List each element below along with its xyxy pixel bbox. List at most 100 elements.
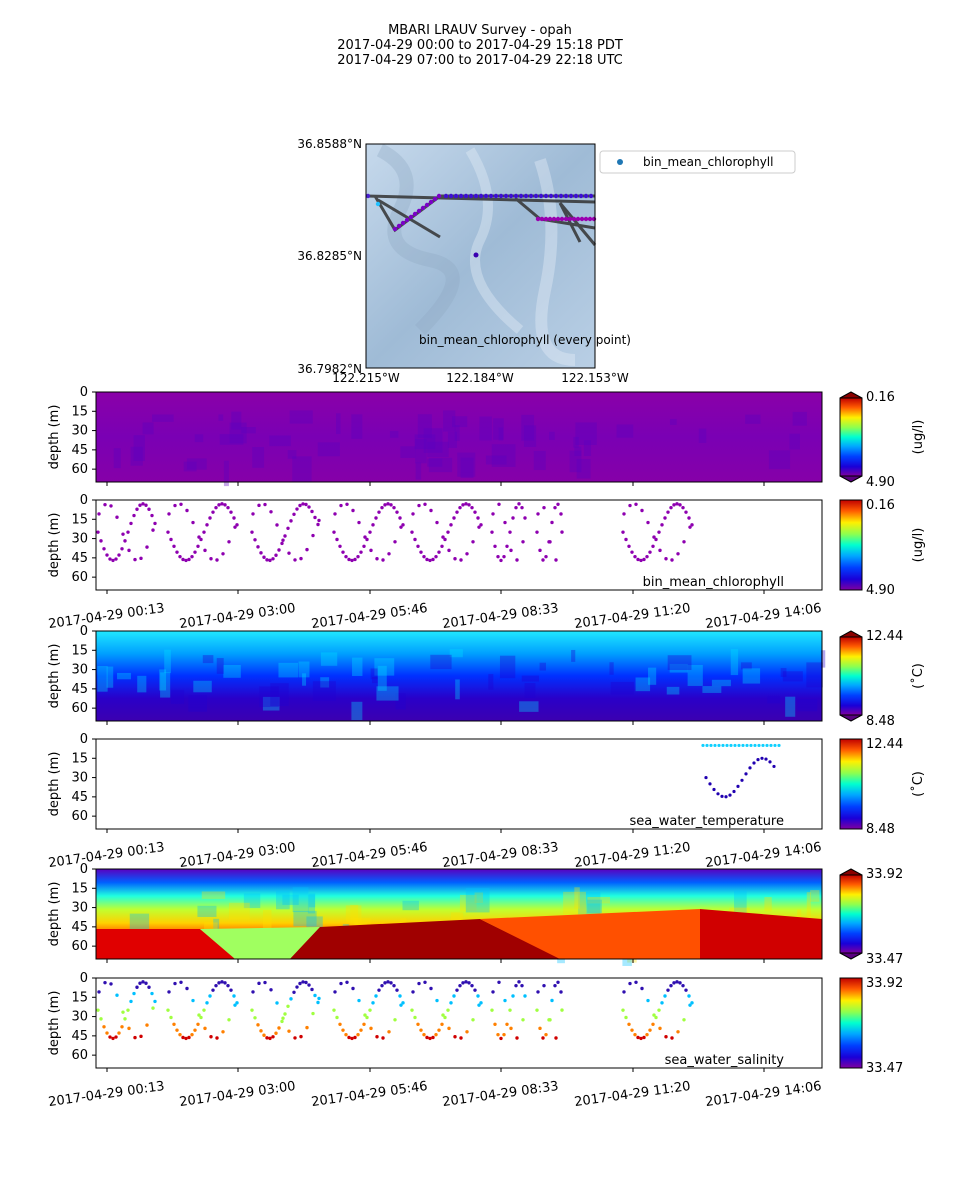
data-point <box>332 530 336 534</box>
y-tick-label: 60 <box>71 701 88 716</box>
data-point <box>362 544 366 548</box>
data-point <box>209 557 213 561</box>
heatmap-cell <box>276 890 290 910</box>
data-point <box>111 558 115 563</box>
data-point <box>642 557 646 562</box>
y-tick-label: 15 <box>71 643 88 658</box>
map-point <box>396 223 402 229</box>
heatmap-cell <box>241 427 256 434</box>
map-point <box>412 211 418 217</box>
map-point <box>428 199 434 205</box>
data-point <box>765 743 769 748</box>
data-point <box>256 1023 260 1027</box>
data-point <box>544 554 548 559</box>
data-point <box>511 516 515 520</box>
data-point <box>416 544 420 548</box>
heatmap-cell <box>223 664 241 678</box>
data-point <box>515 1036 519 1040</box>
data-point <box>398 994 402 998</box>
data-point <box>477 525 481 529</box>
data-point <box>286 526 290 530</box>
data-point <box>133 1035 137 1040</box>
heatmap-cell <box>201 891 226 899</box>
plot-caption: sea_water_temperature <box>630 814 785 829</box>
data-point <box>676 552 680 556</box>
map-point <box>571 216 577 222</box>
map-lat-label-2: 36.8285°N <box>297 249 362 263</box>
data-point <box>126 1008 130 1012</box>
data-point <box>133 557 137 562</box>
colorbar-max-label: 33.92 <box>866 976 903 991</box>
data-point <box>721 743 725 748</box>
y-tick-label: 30 <box>71 1010 88 1025</box>
heatmap-cell <box>371 677 378 684</box>
data-point <box>316 522 320 527</box>
data-point <box>229 988 233 992</box>
map-point <box>408 214 414 220</box>
data-point <box>560 1008 564 1012</box>
data-point <box>175 1028 179 1032</box>
map-point <box>563 216 569 222</box>
data-point <box>265 558 269 562</box>
heatmap-cell <box>228 902 250 920</box>
data-point <box>423 980 427 984</box>
heatmap-cell <box>702 686 722 693</box>
colorbar-max-label: 0.16 <box>866 498 895 513</box>
plot-frame <box>95 630 823 722</box>
colorbar-extend-max <box>839 391 863 399</box>
data-point <box>169 1015 173 1020</box>
data-point <box>115 993 119 997</box>
map-point <box>375 201 381 207</box>
data-point <box>708 782 712 786</box>
heatmap-cell <box>539 662 546 671</box>
data-point <box>395 988 399 992</box>
data-point <box>664 557 668 561</box>
colorbar-unit-label: (˚C) <box>910 771 926 797</box>
data-point <box>676 1030 680 1034</box>
y-tick-label: 30 <box>71 663 88 678</box>
data-point <box>651 544 655 548</box>
y-tick-label: 45 <box>71 1029 88 1044</box>
heatmap-cell <box>183 461 197 472</box>
data-point <box>317 518 321 523</box>
x-tick-label: 2017-04-29 08:33 <box>441 601 559 632</box>
plot-frame <box>95 738 823 830</box>
map-legend-marker <box>617 159 623 165</box>
map-point <box>453 193 459 199</box>
data-point <box>253 538 257 542</box>
heatmap-cell <box>521 414 535 441</box>
data-point <box>265 1036 269 1040</box>
data-point <box>627 544 631 548</box>
map-point <box>575 216 581 222</box>
map-point <box>539 216 545 222</box>
heatmap-fill <box>96 631 822 721</box>
data-point <box>393 540 397 544</box>
heatmap-cell <box>97 665 108 692</box>
map-point <box>392 226 398 232</box>
data-point <box>108 1035 112 1039</box>
data-point <box>359 550 363 554</box>
data-point <box>191 998 195 1003</box>
data-point <box>410 530 414 534</box>
colorbar: 33.92 33.47 <box>839 867 903 967</box>
heatmap-cell <box>745 414 761 424</box>
data-point <box>281 538 285 542</box>
heatmap-cell <box>571 649 576 662</box>
data-point <box>147 985 151 989</box>
map-point <box>543 216 549 222</box>
data-point <box>173 981 177 986</box>
heatmap-cell <box>493 418 504 440</box>
data-point <box>299 1034 303 1039</box>
data-point <box>741 743 745 748</box>
data-point <box>736 784 740 788</box>
heatmap-cell <box>307 894 316 914</box>
data-point <box>431 1035 435 1040</box>
heatmap-cell <box>447 431 457 448</box>
data-point <box>470 983 474 988</box>
data-point <box>187 1035 191 1040</box>
y-tick-label: 45 <box>71 682 88 697</box>
data-point <box>508 1008 512 1012</box>
data-point <box>374 994 378 998</box>
data-point <box>669 505 673 510</box>
data-point <box>654 537 658 542</box>
